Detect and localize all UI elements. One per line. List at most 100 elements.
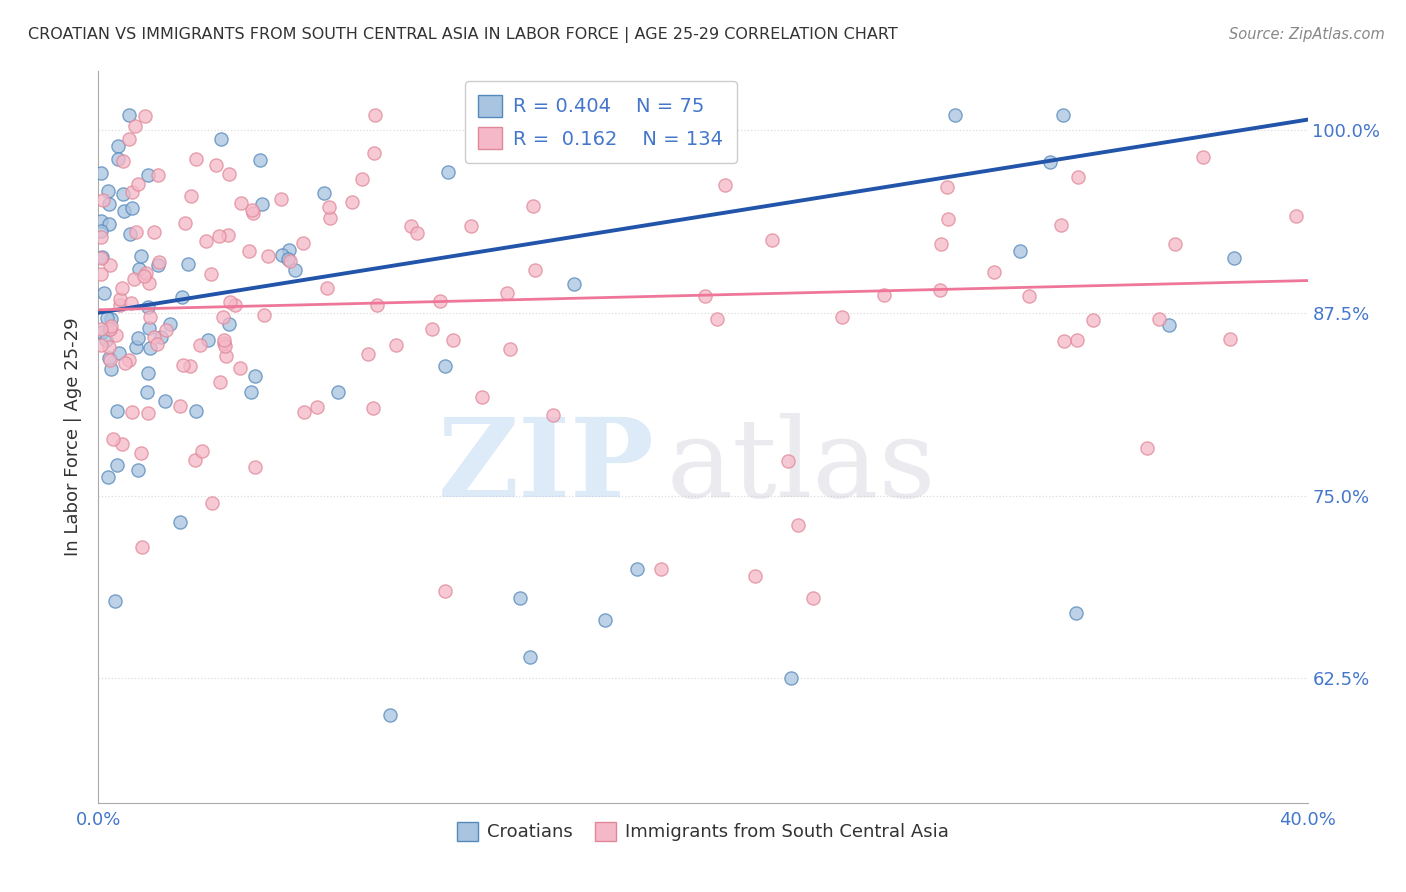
Point bbox=[118, 132, 141, 146]
Point bbox=[100, 318, 122, 333]
Text: Source: ZipAtlas.com: Source: ZipAtlas.com bbox=[1229, 27, 1385, 42]
Point bbox=[172, 358, 194, 372]
Point bbox=[1159, 318, 1181, 333]
Point bbox=[97, 469, 120, 483]
Point bbox=[212, 333, 235, 347]
Y-axis label: In Labor Force | Age 25-29: In Labor Force | Age 25-29 bbox=[65, 318, 83, 557]
Point bbox=[595, 613, 617, 627]
Point bbox=[1008, 244, 1031, 258]
Point bbox=[801, 591, 824, 605]
Point bbox=[118, 352, 141, 367]
Point bbox=[98, 321, 121, 335]
Point bbox=[270, 192, 292, 206]
Point bbox=[1067, 169, 1090, 184]
Point bbox=[104, 594, 127, 608]
Point bbox=[132, 268, 155, 283]
Point bbox=[786, 517, 808, 532]
Point bbox=[498, 342, 520, 356]
Point bbox=[205, 157, 228, 171]
Legend: Croatians, Immigrants from South Central Asia: Croatians, Immigrants from South Central… bbox=[450, 814, 956, 848]
Point bbox=[146, 168, 169, 182]
Point bbox=[433, 583, 456, 598]
Point bbox=[318, 200, 340, 214]
Point bbox=[509, 591, 531, 605]
Point bbox=[107, 346, 129, 360]
Point bbox=[129, 446, 152, 460]
Point bbox=[139, 310, 162, 324]
Point bbox=[138, 169, 160, 183]
Point bbox=[305, 400, 328, 414]
Point bbox=[356, 347, 378, 361]
Point bbox=[218, 317, 240, 331]
Point bbox=[312, 186, 335, 200]
Point bbox=[460, 219, 482, 233]
Point bbox=[121, 202, 143, 216]
Point bbox=[256, 249, 278, 263]
Point bbox=[131, 540, 153, 554]
Point bbox=[626, 562, 648, 576]
Point bbox=[100, 362, 122, 376]
Point bbox=[112, 153, 135, 168]
Point bbox=[108, 297, 131, 311]
Point bbox=[229, 361, 252, 376]
Point bbox=[112, 203, 135, 218]
Point bbox=[124, 340, 146, 354]
Point bbox=[98, 322, 121, 336]
Point bbox=[90, 165, 112, 179]
Point bbox=[142, 330, 165, 344]
Point bbox=[1039, 154, 1062, 169]
Point bbox=[136, 366, 159, 380]
Point bbox=[136, 300, 159, 314]
Point bbox=[1066, 333, 1088, 347]
Point bbox=[98, 197, 121, 211]
Point bbox=[208, 229, 231, 244]
Point bbox=[110, 436, 132, 450]
Point bbox=[1053, 334, 1076, 349]
Point bbox=[1049, 218, 1071, 232]
Point bbox=[183, 453, 205, 467]
Point bbox=[706, 312, 728, 326]
Point bbox=[218, 167, 240, 181]
Point bbox=[169, 515, 191, 529]
Point bbox=[105, 403, 128, 417]
Point bbox=[155, 323, 177, 337]
Point bbox=[179, 359, 201, 374]
Point bbox=[90, 229, 112, 244]
Point bbox=[229, 196, 252, 211]
Point bbox=[108, 292, 131, 306]
Text: CROATIAN VS IMMIGRANTS FROM SOUTH CENTRAL ASIA IN LABOR FORCE | AGE 25-29 CORREL: CROATIAN VS IMMIGRANTS FROM SOUTH CENTRA… bbox=[28, 27, 898, 43]
Point bbox=[90, 224, 112, 238]
Point bbox=[209, 132, 232, 146]
Point bbox=[943, 108, 966, 122]
Point bbox=[174, 216, 197, 230]
Point bbox=[243, 459, 266, 474]
Point bbox=[146, 259, 169, 273]
Point bbox=[1163, 237, 1185, 252]
Point bbox=[105, 328, 128, 343]
Text: atlas: atlas bbox=[666, 413, 936, 520]
Point bbox=[177, 257, 200, 271]
Point bbox=[292, 404, 315, 418]
Point bbox=[120, 296, 142, 310]
Point bbox=[111, 281, 134, 295]
Point bbox=[101, 432, 124, 446]
Point bbox=[155, 393, 177, 408]
Point bbox=[434, 359, 457, 374]
Point bbox=[93, 193, 115, 207]
Point bbox=[873, 287, 896, 301]
Point bbox=[138, 406, 160, 420]
Point bbox=[250, 196, 273, 211]
Point bbox=[385, 337, 408, 351]
Point bbox=[278, 253, 301, 268]
Point bbox=[138, 276, 160, 290]
Point bbox=[714, 178, 737, 193]
Point bbox=[224, 298, 246, 312]
Point bbox=[278, 243, 301, 257]
Point bbox=[217, 228, 239, 243]
Point bbox=[100, 312, 122, 326]
Point bbox=[519, 649, 541, 664]
Point bbox=[364, 108, 387, 122]
Point bbox=[352, 172, 374, 186]
Point bbox=[127, 177, 149, 191]
Point bbox=[93, 285, 115, 300]
